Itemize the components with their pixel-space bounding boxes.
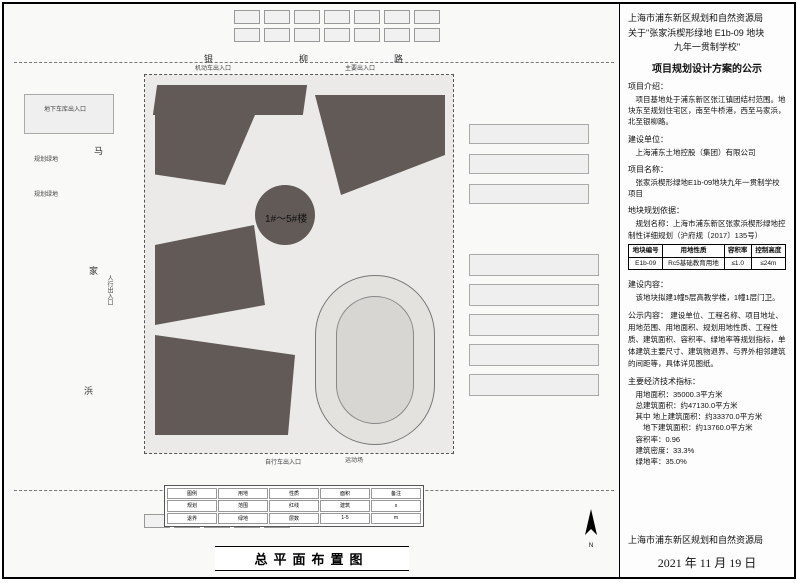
- legend-cell: 备注: [371, 488, 421, 499]
- legend-cell: 规划: [167, 500, 217, 511]
- project-value: 张家浜楔形绿地E1b-09地块九年一贯制学校项目: [628, 177, 786, 200]
- legend-cell: m: [371, 513, 421, 524]
- legend-cell: 红线: [269, 500, 319, 511]
- ctx-east-4: [469, 254, 599, 276]
- basis-value: 规划名称：上海市浦东新区张家浜楔形绿地控制性详细规划（沪府规〔2017〕135号…: [628, 218, 786, 241]
- legend-cell: x: [371, 500, 421, 511]
- entry-ped: 人行出入口: [105, 275, 114, 305]
- about-line-1: 关于"张家浜楔形绿地 E1b-09 地块: [628, 27, 786, 40]
- param-table: 地块编号 用地性质 容积率 控制高度 E1b-09 Rc5基础教育用地 ≤1.0…: [628, 244, 786, 271]
- sign-org: 上海市浦东新区规划和自然资源局: [628, 533, 786, 546]
- about-line-2: 九年一贯制学校": [628, 41, 786, 54]
- legend-cell: 面积: [320, 488, 370, 499]
- north-arrow-icon: N: [571, 507, 611, 547]
- running-track: [315, 275, 435, 445]
- legend-cell: 建筑: [320, 500, 370, 511]
- build-heading: 建设内容：: [628, 279, 786, 291]
- m-under: 地下建筑面积：约13760.0平方米: [628, 422, 786, 433]
- legend-cell: 性质: [269, 488, 319, 499]
- drawing-sheet: 银 柳 路 规划绿地 规划绿地 地下车库出入口 马 家 浜 1#～5#楼: [2, 2, 796, 579]
- entry-vehicle: 机动车出入口: [195, 63, 231, 72]
- plan-title: 总平面布置图: [214, 546, 408, 571]
- param-th: 控制高度: [751, 244, 785, 257]
- building-tag: 1#～5#楼: [265, 210, 307, 225]
- site-plan: 银 柳 路 规划绿地 规划绿地 地下车库出入口 马 家 浜 1#～5#楼: [4, 4, 620, 577]
- basis-heading: 地块规划依据：: [628, 205, 786, 217]
- legend-cell: 图例: [167, 488, 217, 499]
- ctx-label-green1: 规划绿地: [34, 154, 58, 163]
- legend-cell: 退界: [167, 513, 217, 524]
- site-boundary: 1#～5#楼 运动场 机动车出入口 主要出入口 人行出入口 自行车出入口: [144, 74, 454, 454]
- m-above: 其中 地上建筑面积：约33370.0平方米: [628, 411, 786, 422]
- project-heading: 项目名称：: [628, 164, 786, 176]
- legend-cell: 层数: [269, 513, 319, 524]
- m-land: 用地面积：35000.3平方米: [628, 389, 786, 400]
- param-th: 容积率: [724, 244, 751, 257]
- legend-cell: 范围: [218, 500, 268, 511]
- entry-main: 主要出入口: [345, 63, 375, 72]
- ctx-east-1: [469, 124, 589, 144]
- build-value: 该地块拟建1幢5层高教学楼，1幢1层门卫。: [628, 292, 786, 303]
- ctx-east-5: [469, 284, 599, 306]
- developer-value: 上海浦东土地控股（集团）有限公司: [628, 147, 786, 158]
- sign-date: 2021 年 11 月 19 日: [628, 554, 786, 571]
- ctx-label-underground: 地下车库出入口: [44, 104, 86, 113]
- ctx-east-7: [469, 344, 599, 366]
- param-td: E1b-09: [629, 257, 663, 270]
- param-th: 用地性质: [663, 244, 724, 257]
- developer-heading: 建设单位：: [628, 134, 786, 146]
- signature-block: 上海市浦东新区规划和自然资源局 2021 年 11 月 19 日: [628, 523, 786, 571]
- road-w-3: 浜: [84, 384, 93, 397]
- ctx-east-6: [469, 314, 599, 336]
- m-far: 容积率：0.96: [628, 434, 786, 445]
- param-td: ≤1.0: [724, 257, 751, 270]
- bldg-wing-n: [153, 85, 307, 115]
- legend-cell: 用地: [218, 488, 268, 499]
- entry-bike: 自行车出入口: [265, 457, 301, 466]
- param-td: Rc5基础教育用地: [663, 257, 724, 270]
- road-label-north: 银 柳 路: [204, 52, 413, 65]
- info-panel: 上海市浦东新区规划和自然资源局 关于"张家浜楔形绿地 E1b-09 地块 九年一…: [620, 4, 794, 577]
- m-green: 绿地率：35.0%: [628, 456, 786, 467]
- ctx-east-2: [469, 154, 589, 174]
- label-sports: 运动场: [345, 455, 363, 464]
- road-w-1: 马: [94, 144, 103, 157]
- context-north-row: [234, 10, 440, 24]
- notice-title: 项目规划设计方案的公示: [628, 60, 786, 75]
- bureau-name: 上海市浦东新区规划和自然资源局: [628, 12, 786, 25]
- road-w-2: 家: [89, 264, 98, 277]
- param-th: 地块编号: [629, 244, 663, 257]
- legend-cell: 1-5: [320, 513, 370, 524]
- param-td: ≤24m: [751, 257, 785, 270]
- legend-table: 图例 用地 性质 面积 备注 规划 范围 红线 建筑 x 退界 绿地 层数 1-…: [164, 485, 424, 527]
- m-total: 总建筑面积：约47130.0平方米: [628, 400, 786, 411]
- legend-cell: 绿地: [218, 513, 268, 524]
- intro-heading: 项目介绍：: [628, 81, 786, 93]
- gongshi-heading: 公示内容：: [628, 311, 668, 320]
- ctx-label-green2: 规划绿地: [34, 189, 58, 198]
- svg-text:N: N: [589, 543, 593, 547]
- metrics-heading: 主要经济技术指标：: [628, 376, 786, 388]
- intro-body: 项目基地处于浦东新区张江镇团结村范围。地块东至规划住宅区，南至牛桥港，西至马家浜…: [628, 94, 786, 128]
- context-north-row-2: [234, 28, 440, 42]
- ctx-east-8: [469, 374, 599, 396]
- ctx-east-3: [469, 184, 589, 204]
- ctx-west-1: [24, 94, 114, 134]
- m-density: 建筑密度：33.3%: [628, 445, 786, 456]
